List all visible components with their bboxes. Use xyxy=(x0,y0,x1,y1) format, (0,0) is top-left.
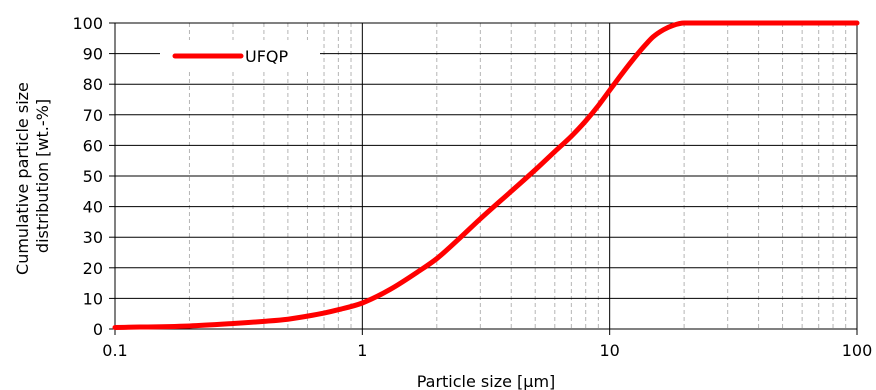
series-line-ufqp xyxy=(112,20,860,330)
y-tick-label: 60 xyxy=(83,136,103,155)
legend: UFQP xyxy=(160,40,320,72)
y-axis-title: Cumulative particle size distribution [w… xyxy=(13,77,52,275)
x-tick-label: 100 xyxy=(842,341,873,360)
plot-area-frame xyxy=(114,22,858,330)
y-tick-label: 70 xyxy=(83,106,103,125)
minor-gridlines xyxy=(188,23,847,329)
y-tick-label: 30 xyxy=(83,228,103,247)
legend-label-ufqp: UFQP xyxy=(245,47,289,66)
x-axis-title: Particle size [µm] xyxy=(417,372,556,390)
y-tick-label: 0 xyxy=(93,320,103,339)
y-tick-label: 100 xyxy=(72,14,103,33)
y-tick-label: 40 xyxy=(83,198,103,217)
y-axis-title-line-1: Cumulative particle size xyxy=(13,82,32,275)
y-tick-label: 20 xyxy=(83,259,103,278)
x-tick-label: 0.1 xyxy=(102,341,127,360)
y-tick-label: 10 xyxy=(83,289,103,308)
y-tick-label: 90 xyxy=(83,45,103,64)
x-tick-label: 10 xyxy=(599,341,619,360)
y-axis-title-line-2: distribution [wt.-%] xyxy=(33,99,52,253)
y-tick-label: 80 xyxy=(83,75,103,94)
y-tick-label: 50 xyxy=(83,167,103,186)
x-tick-label: 1 xyxy=(357,341,367,360)
x-tick-labels: 0.1 1 10 100 xyxy=(102,341,872,360)
y-tick-labels: 0 10 20 30 40 50 60 70 80 90 100 xyxy=(72,14,103,339)
